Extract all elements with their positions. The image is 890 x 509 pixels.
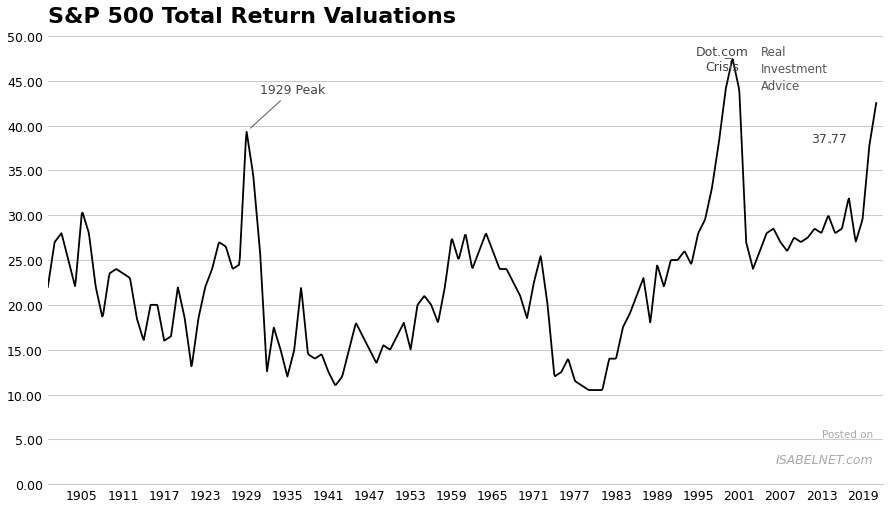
Text: ISABELNET.com: ISABELNET.com — [775, 454, 873, 466]
Text: 1929 Peak: 1929 Peak — [250, 84, 325, 129]
Text: Posted on: Posted on — [821, 430, 873, 439]
Text: Dot.com
Crisis: Dot.com Crisis — [696, 46, 748, 74]
Text: Real
Investment
Advice: Real Investment Advice — [761, 46, 828, 93]
Text: 37.77: 37.77 — [811, 133, 847, 146]
Text: S&P 500 Total Return Valuations: S&P 500 Total Return Valuations — [48, 7, 456, 27]
